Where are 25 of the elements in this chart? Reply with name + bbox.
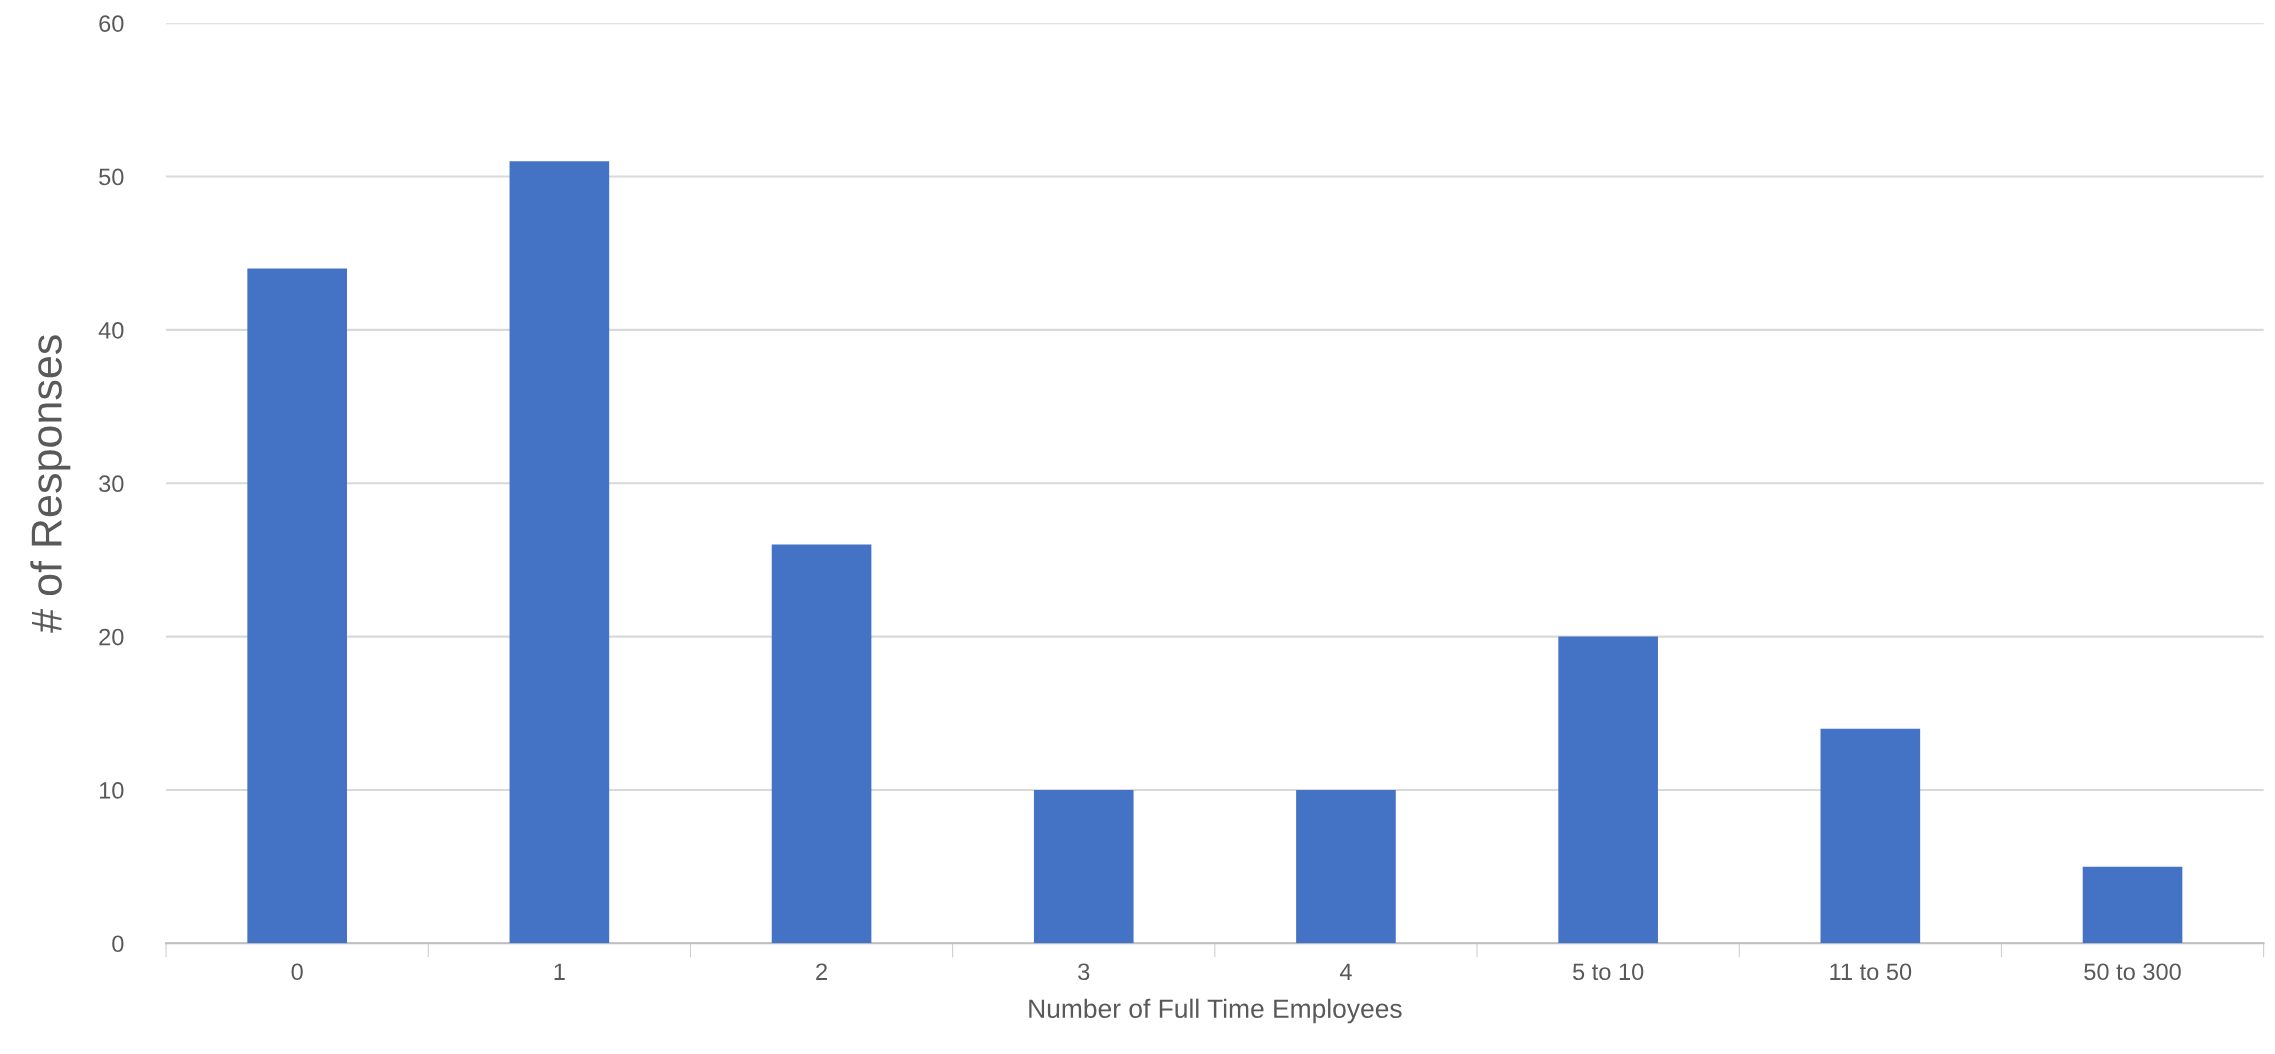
x-tick-label: 4 bbox=[1339, 963, 1352, 980]
bar bbox=[247, 268, 347, 944]
y-axis-title: # of Responses bbox=[30, 335, 71, 633]
bar bbox=[771, 544, 872, 944]
y-tick-label: 60 bbox=[99, 15, 124, 32]
x-tick-label: 50 to 300 bbox=[2084, 963, 2181, 981]
y-tick-label: 50 bbox=[99, 168, 124, 186]
x-axis-title: Number of Full Time Employees bbox=[1029, 998, 1402, 1024]
bar bbox=[1820, 728, 1921, 944]
x-tick-label: 1 bbox=[554, 963, 565, 980]
x-tick-label: 2 bbox=[816, 963, 827, 980]
y-tick-label: 20 bbox=[99, 628, 124, 646]
bar bbox=[509, 161, 610, 944]
x-tick-label: 5 to 10 bbox=[1572, 963, 1644, 981]
bar bbox=[2082, 866, 2183, 944]
x-tick-label: 0 bbox=[291, 963, 303, 981]
y-tick-label: 30 bbox=[99, 475, 124, 493]
bar bbox=[1033, 789, 1134, 944]
x-tick-label: 3 bbox=[1078, 963, 1090, 981]
y-tick-label: 0 bbox=[112, 935, 124, 953]
bar bbox=[1558, 636, 1658, 944]
x-tick-label: 11 to 50 bbox=[1830, 963, 1912, 981]
y-tick-label: 10 bbox=[99, 782, 124, 799]
y-tick-label: 40 bbox=[98, 321, 124, 339]
bar bbox=[1296, 789, 1396, 944]
